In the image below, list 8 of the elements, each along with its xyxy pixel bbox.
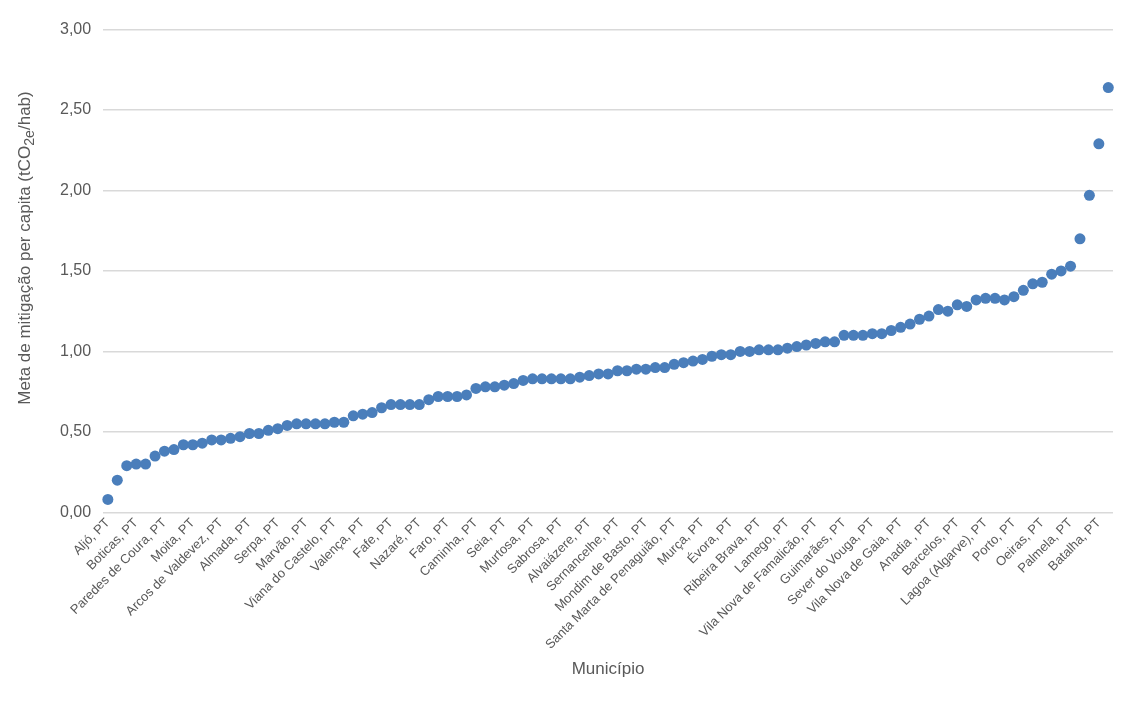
y-tick-label: 3,00 bbox=[60, 20, 92, 38]
x-axis-title: Município bbox=[571, 659, 645, 679]
y-tick-label: 0,50 bbox=[60, 422, 92, 440]
y-tick-label: 2,00 bbox=[60, 180, 92, 198]
y-tick-label: 0,00 bbox=[60, 502, 92, 520]
y-tick-label: 2,50 bbox=[60, 100, 92, 118]
y-tick-label: 1,00 bbox=[60, 341, 92, 359]
y-tick-label: 1,50 bbox=[60, 261, 92, 279]
